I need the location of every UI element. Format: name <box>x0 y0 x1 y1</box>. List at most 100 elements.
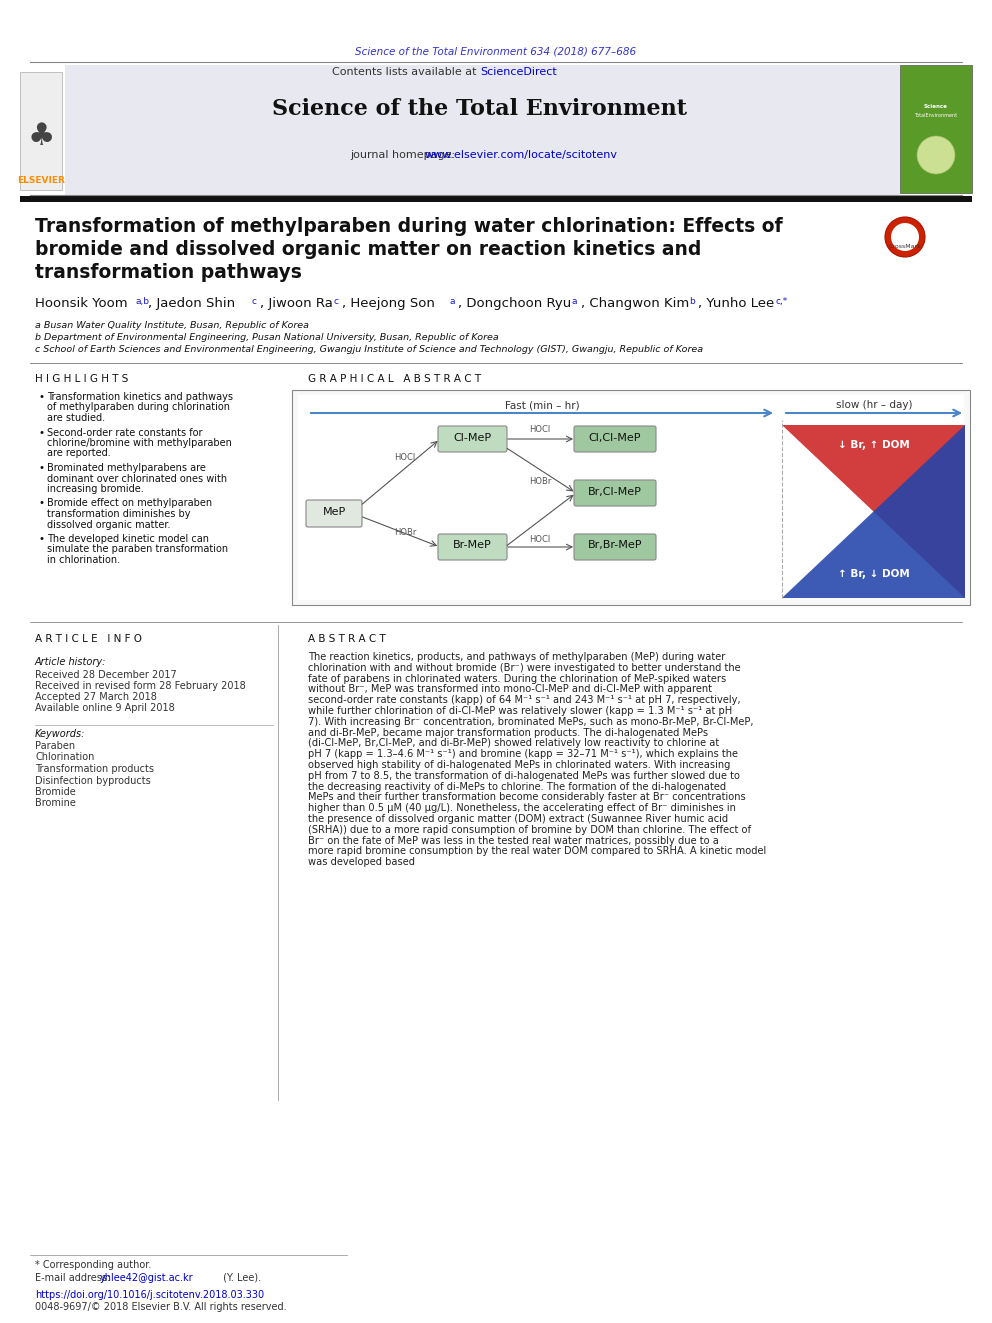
Text: , Jaedon Shin: , Jaedon Shin <box>148 296 235 310</box>
Text: the presence of dissolved organic matter (DOM) extract (Suwannee River humic aci: the presence of dissolved organic matter… <box>308 814 728 824</box>
Text: The developed kinetic model can: The developed kinetic model can <box>47 534 209 544</box>
Bar <box>292 390 970 605</box>
Text: c,*: c,* <box>775 296 788 306</box>
Text: b: b <box>689 296 694 306</box>
Text: dominant over chlorinated ones with: dominant over chlorinated ones with <box>47 474 227 483</box>
Bar <box>900 65 972 193</box>
Text: A R T I C L E   I N F O: A R T I C L E I N F O <box>35 634 142 644</box>
Polygon shape <box>782 425 965 598</box>
Text: 7). With increasing Br⁻ concentration, brominated MePs, such as mono-Br-MeP, Br-: 7). With increasing Br⁻ concentration, b… <box>308 717 754 726</box>
Text: increasing bromide.: increasing bromide. <box>47 484 144 493</box>
Text: ELSEVIER: ELSEVIER <box>17 176 64 185</box>
Text: (di-Cl-MeP, Br,Cl-MeP, and di-Br-MeP) showed relatively low reactivity to chlori: (di-Cl-MeP, Br,Cl-MeP, and di-Br-MeP) sh… <box>308 738 719 749</box>
Text: CrossMark: CrossMark <box>889 243 922 249</box>
Text: Transformation kinetics and pathways: Transformation kinetics and pathways <box>47 392 233 402</box>
Text: •: • <box>38 463 44 474</box>
Text: c School of Earth Sciences and Environmental Engineering, Gwangju Institute of S: c School of Earth Sciences and Environme… <box>35 345 703 355</box>
Text: Br-MeP: Br-MeP <box>452 540 491 550</box>
Polygon shape <box>782 425 965 598</box>
Text: •: • <box>38 534 44 544</box>
Text: MeP: MeP <box>322 507 345 517</box>
Text: •: • <box>38 392 44 402</box>
FancyBboxPatch shape <box>574 426 656 452</box>
Bar <box>65 65 900 194</box>
Text: are reported.: are reported. <box>47 448 111 459</box>
Text: Cl-MeP: Cl-MeP <box>453 433 491 443</box>
Text: HOBr: HOBr <box>529 478 552 486</box>
Ellipse shape <box>917 136 955 175</box>
Text: , Heejong Son: , Heejong Son <box>342 296 434 310</box>
Text: ScienceDirect: ScienceDirect <box>480 67 557 77</box>
Text: https://doi.org/10.1016/j.scitotenv.2018.03.330: https://doi.org/10.1016/j.scitotenv.2018… <box>35 1290 264 1301</box>
Text: Bromine: Bromine <box>35 799 75 808</box>
Text: Brominated methylparabens are: Brominated methylparabens are <box>47 463 206 474</box>
Text: www.elsevier.com/locate/scitotenv: www.elsevier.com/locate/scitotenv <box>425 149 618 160</box>
Text: of methylparaben during chlorination: of methylparaben during chlorination <box>47 402 230 413</box>
Text: Science of the Total Environment 634 (2018) 677–686: Science of the Total Environment 634 (20… <box>355 48 637 57</box>
Text: Cl,Cl-MeP: Cl,Cl-MeP <box>588 433 641 443</box>
Text: HOCl: HOCl <box>530 425 551 434</box>
Text: Received in revised form 28 February 2018: Received in revised form 28 February 201… <box>35 681 246 691</box>
Text: and di-Br-MeP, became major transformation products. The di-halogenated MePs: and di-Br-MeP, became major transformati… <box>308 728 708 738</box>
Text: yhlee42@gist.ac.kr: yhlee42@gist.ac.kr <box>100 1273 193 1283</box>
Text: without Br⁻, MeP was transformed into mono-Cl-MeP and di-Cl-MeP with apparent: without Br⁻, MeP was transformed into mo… <box>308 684 712 695</box>
Text: Keywords:: Keywords: <box>35 729 85 740</box>
Text: HOBr: HOBr <box>394 528 417 537</box>
Text: Bromide effect on methylparaben: Bromide effect on methylparaben <box>47 499 212 508</box>
Text: Second-order rate constants for: Second-order rate constants for <box>47 427 202 438</box>
Text: pH 7 (kapp = 1.3–4.6 M⁻¹ s⁻¹) and bromine (kapp = 32–71 M⁻¹ s⁻¹), which explains: pH 7 (kapp = 1.3–4.6 M⁻¹ s⁻¹) and bromin… <box>308 749 738 759</box>
FancyBboxPatch shape <box>438 426 507 452</box>
Text: a: a <box>449 296 454 306</box>
Text: was developed based: was developed based <box>308 857 415 867</box>
Text: Paraben: Paraben <box>35 741 75 751</box>
Text: transformation diminishes by: transformation diminishes by <box>47 509 190 519</box>
Text: observed high stability of di-halogenated MePs in chlorinated waters. With incre: observed high stability of di-halogenate… <box>308 759 730 770</box>
Text: slow (hr – day): slow (hr – day) <box>835 400 913 410</box>
Text: Available online 9 April 2018: Available online 9 April 2018 <box>35 703 175 713</box>
FancyBboxPatch shape <box>306 500 362 527</box>
Text: higher than 0.5 μM (40 μg/L). Nonetheless, the accelerating effect of Br⁻ dimini: higher than 0.5 μM (40 μg/L). Nonetheles… <box>308 803 736 814</box>
Text: transformation pathways: transformation pathways <box>35 263 302 282</box>
Text: Br⁻ on the fate of MeP was less in the tested real water matrices, possibly due : Br⁻ on the fate of MeP was less in the t… <box>308 836 719 845</box>
Text: Science of the Total Environment: Science of the Total Environment <box>273 98 687 120</box>
Text: Br,Cl-MeP: Br,Cl-MeP <box>588 487 642 497</box>
Text: •: • <box>38 499 44 508</box>
Text: Received 28 December 2017: Received 28 December 2017 <box>35 669 177 680</box>
Text: A B S T R A C T: A B S T R A C T <box>308 634 386 644</box>
Text: HOCl: HOCl <box>530 534 551 544</box>
Text: Br,Br-MeP: Br,Br-MeP <box>587 540 642 550</box>
Text: Contents lists available at: Contents lists available at <box>332 67 480 77</box>
Text: chlorine/bromine with methylparaben: chlorine/bromine with methylparaben <box>47 438 232 448</box>
Text: ↑ Br, ↓ DOM: ↑ Br, ↓ DOM <box>838 569 910 579</box>
Text: the decreasing reactivity of di-MePs to chlorine. The formation of the di-haloge: the decreasing reactivity of di-MePs to … <box>308 782 726 791</box>
Text: 0048-9697/© 2018 Elsevier B.V. All rights reserved.: 0048-9697/© 2018 Elsevier B.V. All right… <box>35 1302 287 1312</box>
FancyBboxPatch shape <box>438 534 507 560</box>
Circle shape <box>891 224 919 251</box>
Text: second-order rate constants (kapp) of 64 M⁻¹ s⁻¹ and 243 M⁻¹ s⁻¹ at pH 7, respec: second-order rate constants (kapp) of 64… <box>308 695 741 705</box>
Text: Transformation of methylparaben during water chlorination: Effects of: Transformation of methylparaben during w… <box>35 217 783 235</box>
Text: Disinfection byproducts: Disinfection byproducts <box>35 775 151 786</box>
Text: (SRHA)) due to a more rapid consumption of bromine by DOM than chlorine. The eff: (SRHA)) due to a more rapid consumption … <box>308 824 751 835</box>
Text: ↓ Br, ↑ DOM: ↓ Br, ↑ DOM <box>838 441 910 450</box>
Text: in chlorination.: in chlorination. <box>47 556 120 565</box>
Text: bromide and dissolved organic matter on reaction kinetics and: bromide and dissolved organic matter on … <box>35 239 701 259</box>
Bar <box>298 396 964 601</box>
Text: a Busan Water Quality Institute, Busan, Republic of Korea: a Busan Water Quality Institute, Busan, … <box>35 321 309 329</box>
Text: a,b: a,b <box>136 296 150 306</box>
Text: •: • <box>38 427 44 438</box>
Text: H I G H L I G H T S: H I G H L I G H T S <box>35 374 128 384</box>
Text: Accepted 27 March 2018: Accepted 27 March 2018 <box>35 692 157 703</box>
Text: Science: Science <box>925 105 948 108</box>
Text: c: c <box>333 296 338 306</box>
Text: simulate the paraben transformation: simulate the paraben transformation <box>47 545 228 554</box>
Text: MePs and their further transformation become considerably faster at Br⁻ concentr: MePs and their further transformation be… <box>308 792 746 803</box>
Text: ♣: ♣ <box>28 122 55 151</box>
Text: , Dongchoon Ryu: , Dongchoon Ryu <box>458 296 571 310</box>
Text: , Yunho Lee: , Yunho Lee <box>698 296 774 310</box>
Text: The reaction kinetics, products, and pathways of methylparaben (MeP) during wate: The reaction kinetics, products, and pat… <box>308 652 725 662</box>
Text: more rapid bromine consumption by the real water DOM compared to SRHA. A kinetic: more rapid bromine consumption by the re… <box>308 847 766 856</box>
Bar <box>20 196 972 202</box>
Text: HOCl: HOCl <box>395 452 416 462</box>
Text: Fast (min – hr): Fast (min – hr) <box>505 400 579 410</box>
Text: Bromide: Bromide <box>35 787 75 796</box>
